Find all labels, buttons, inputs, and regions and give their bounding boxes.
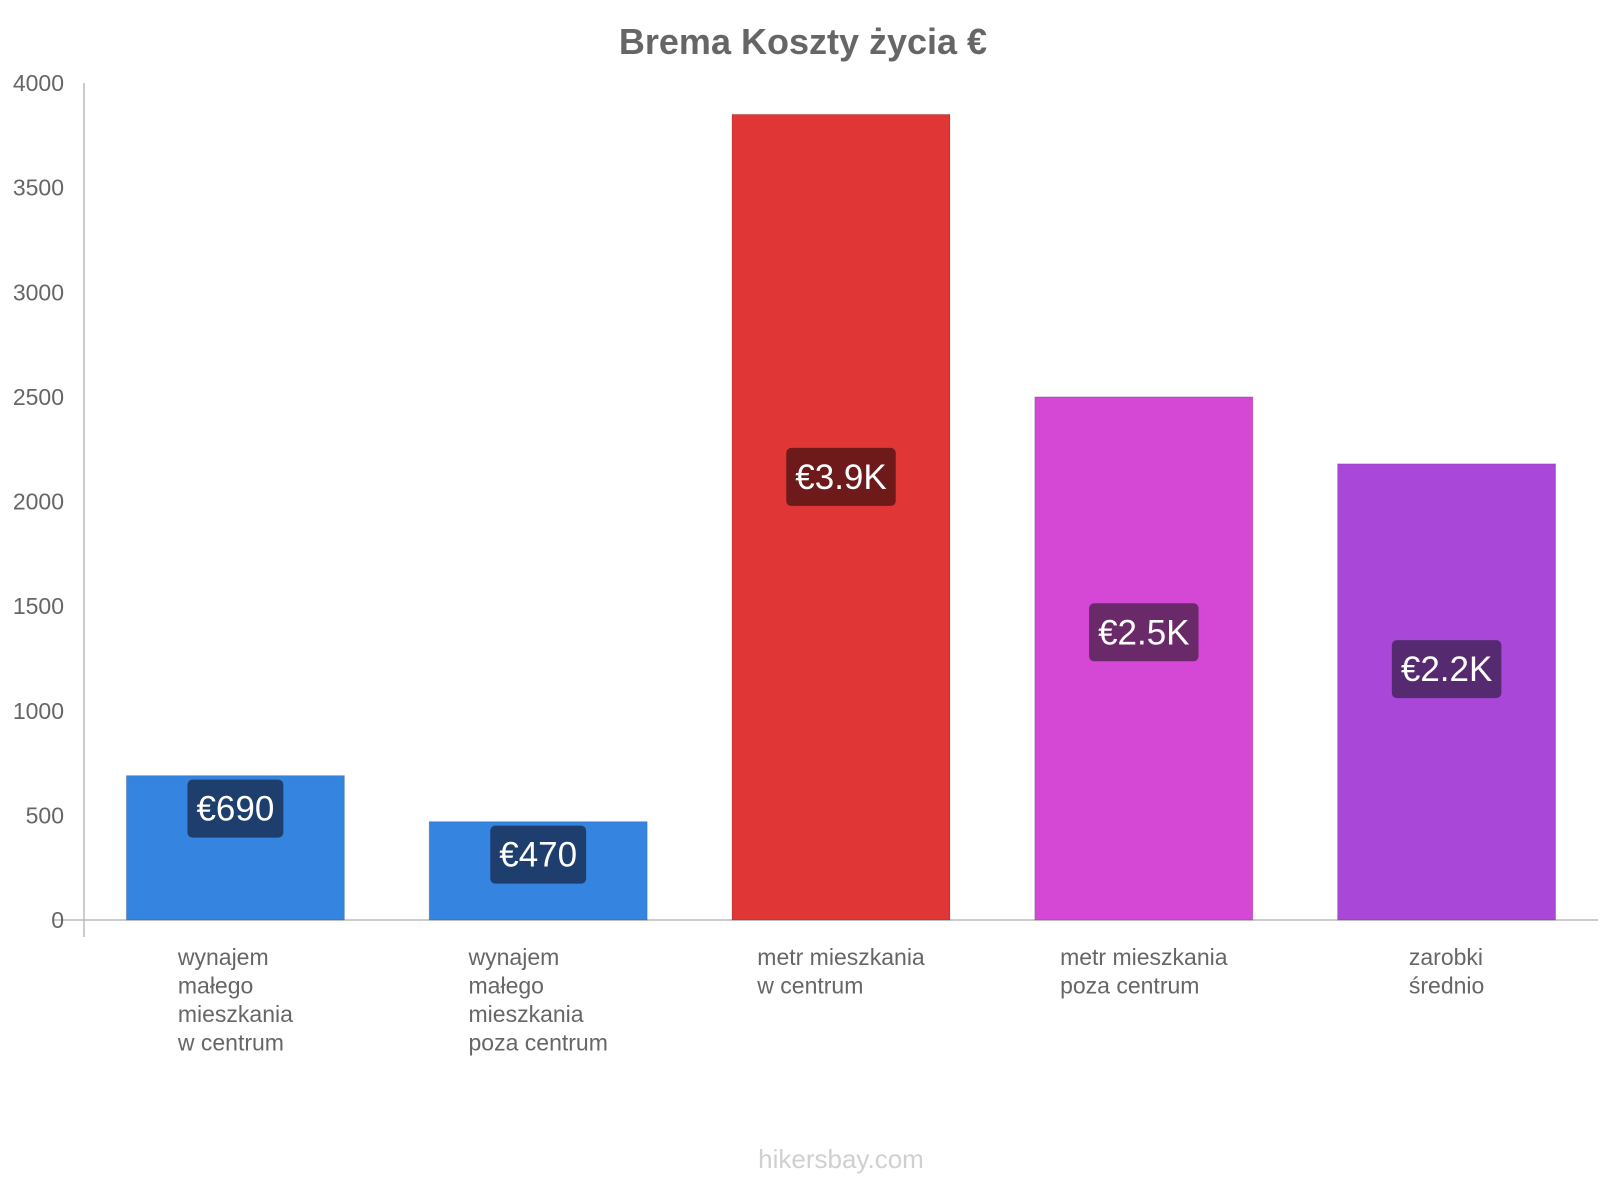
bar <box>731 113 951 921</box>
chart-title: Brema Koszty życia € <box>619 21 987 62</box>
y-tick-label: 500 <box>26 802 64 828</box>
y-tick-label: 4000 <box>13 70 64 96</box>
value-label-box <box>786 447 896 506</box>
x-axis-labels: wynajem małego mieszkania w centrum wynajem m… <box>177 944 1484 1056</box>
x-tick-label: metr mieszkania poza centrum <box>1060 944 1228 999</box>
value-label-box <box>1391 640 1502 699</box>
value-label-box <box>187 779 284 838</box>
y-tick-label: 2500 <box>13 384 64 410</box>
y-tick-label: 1000 <box>13 698 64 724</box>
x-tick-label: wynajem małego mieszkania poza centrum <box>468 944 608 1056</box>
x-tick-label: zarobki średnio <box>1409 944 1484 999</box>
value-labels: €690 €470 €3.9K €2.5K €2.2K <box>187 447 1502 884</box>
value-label-box <box>1089 603 1199 662</box>
value-label: €2.5K <box>1089 603 1199 662</box>
value-label-text: €2.5K <box>1098 613 1189 652</box>
y-tick-label: 2000 <box>13 489 64 515</box>
x-tick-label: wynajem małego mieszkania w centrum <box>177 944 293 1056</box>
watermark: hikersbay.com <box>758 1144 924 1174</box>
value-label: €2.2K <box>1391 640 1502 699</box>
value-label-text: €3.9K <box>795 458 886 497</box>
y-tick-label: 1500 <box>13 593 64 619</box>
x-tick-label: metr mieszkania w centrum <box>756 944 925 999</box>
value-label: €690 <box>187 779 284 838</box>
value-label: €470 <box>490 825 587 884</box>
y-tick-label: 0 <box>51 907 64 933</box>
value-label-text: €470 <box>499 836 577 875</box>
value-label: €3.9K <box>786 447 896 506</box>
bars <box>125 113 1557 921</box>
y-tick-label: 3000 <box>13 279 64 305</box>
y-tick-label: 3500 <box>13 175 64 201</box>
value-label-text: €2.2K <box>1401 650 1492 689</box>
value-label-box <box>490 825 587 884</box>
value-label-text: €690 <box>196 790 274 829</box>
